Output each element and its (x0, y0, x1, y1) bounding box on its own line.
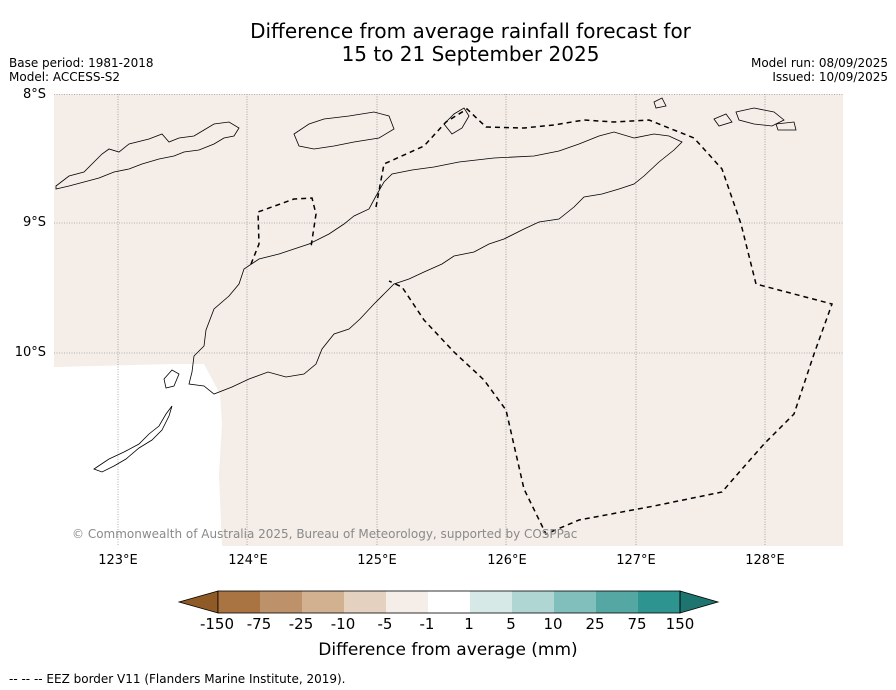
lon-label-123e: 123°E (98, 553, 138, 568)
colorbar-tick: 1 (464, 615, 474, 633)
colorbar-segment (512, 591, 554, 613)
lat-label-8s: 8°S (22, 87, 46, 102)
colorbar-segment (344, 591, 386, 613)
colorbar-segment (638, 591, 680, 613)
colorbar-tick: 75 (627, 615, 647, 633)
kisar-island-coast (653, 97, 667, 109)
chart-title: Difference from average rainfall forecas… (0, 20, 896, 66)
land-fill-area (54, 94, 843, 546)
colorbar (178, 590, 720, 614)
colorbar-segment (554, 591, 596, 613)
colorbar-tick: 5 (506, 615, 516, 633)
map-canvas (54, 94, 843, 546)
alor-island-coast (55, 121, 240, 190)
colorbar-segment (218, 591, 260, 613)
eez-border-line (250, 108, 833, 535)
colorbar-segments (178, 590, 720, 614)
colorbar-tick: 25 (585, 615, 605, 633)
coastlines (55, 97, 797, 473)
colorbar-segment (386, 591, 428, 613)
colorbar-tick: 10 (543, 615, 563, 633)
lakor-island-coast (775, 121, 797, 131)
colorbar-tick: 150 (665, 615, 695, 633)
colorbar-label: Difference from average (mm) (318, 640, 578, 660)
model-name: Model: ACCESS-S2 (9, 70, 121, 84)
colorbar-extend-high (679, 590, 720, 614)
colorbar-tick: -150 (199, 615, 235, 633)
wetar-island-coast (293, 111, 395, 150)
title-line-1: Difference from average rainfall forecas… (250, 19, 691, 43)
colorbar-tick: -75 (246, 615, 272, 633)
colorbar-segment (302, 591, 344, 613)
atauro-island-coast (443, 107, 470, 135)
title-line-2: 15 to 21 September 2025 (341, 42, 600, 66)
lon-label-127e: 127°E (616, 553, 656, 568)
copyright-notice: © Commonwealth of Australia 2025, Bureau… (72, 527, 578, 541)
colorbar-tick: -10 (330, 615, 356, 633)
semau-island-coast (163, 369, 180, 389)
colorbar-outline (217, 590, 681, 614)
moa-island-coast (735, 107, 785, 127)
colorbar-extend-low (178, 590, 219, 614)
colorbar-segment (260, 591, 302, 613)
map-panel: © Commonwealth of Australia 2025, Bureau… (54, 94, 843, 546)
model-info: Base period: 1981-2018 Model: ACCESS-S2 (9, 56, 154, 84)
issued-date: Issued: 10/09/2025 (772, 70, 888, 84)
run-info: Model run: 08/09/2025 Issued: 10/09/2025 (751, 56, 888, 84)
timor-island-coast (188, 131, 683, 395)
lon-label-128e: 128°E (745, 553, 785, 568)
colorbar-tick: -25 (288, 615, 314, 633)
base-period: Base period: 1981-2018 (9, 56, 154, 70)
colorbar-segment (596, 591, 638, 613)
colorbar-segment (470, 591, 512, 613)
lat-label-10s: 10°S (14, 345, 46, 360)
roti-island-coast (93, 405, 173, 473)
lon-label-124e: 124°E (228, 553, 268, 568)
colorbar-segment (428, 591, 470, 613)
graticule (54, 94, 843, 546)
leti-island-coast (713, 113, 733, 127)
lon-label-125e: 125°E (357, 553, 397, 568)
lon-label-126e: 126°E (487, 553, 527, 568)
colorbar-tick: -5 (377, 615, 393, 633)
colorbar-tick: -1 (419, 615, 435, 633)
eez-legend-note: -- -- -- EEZ border V11 (Flanders Marine… (9, 672, 346, 686)
model-run-date: Model run: 08/09/2025 (750, 56, 888, 70)
lat-label-9s: 9°S (22, 215, 46, 230)
